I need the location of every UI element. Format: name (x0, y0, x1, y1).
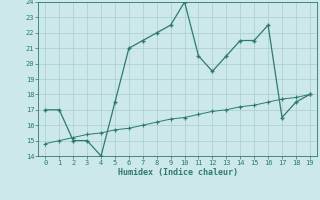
X-axis label: Humidex (Indice chaleur): Humidex (Indice chaleur) (118, 168, 238, 177)
